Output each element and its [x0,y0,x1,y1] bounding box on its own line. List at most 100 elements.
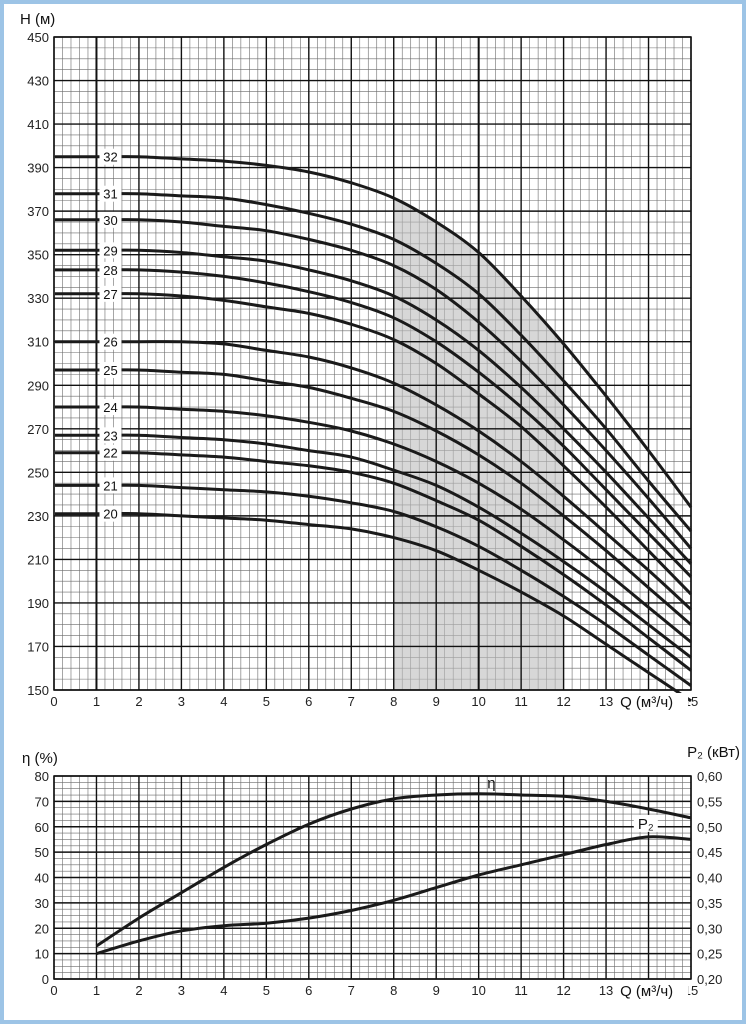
y-tick-label: 270 [27,422,49,437]
curve-power [96,835,692,956]
x-tick-label: 0 [50,983,57,998]
efficiency-curve-label: η [487,775,495,792]
y-tick-label: 450 [27,30,49,45]
x-axis-title: Q (м³/ч) [620,983,673,1000]
curve-label-bg [99,427,122,444]
y2-axis-title: P₂ (кВт) [687,744,740,761]
y-tick-label: 350 [27,248,49,263]
curve-label-bg [99,148,122,165]
y-tick-label: 230 [27,509,49,524]
head-curves-chart: 3231302928272625242322212015017019021023… [20,11,698,711]
curve-label-28: 28 [103,263,117,278]
x-tick-label: 10 [471,983,485,998]
x-tick-label: 7 [348,983,355,998]
y2-tick-label: 0,50 [697,820,722,835]
y-tick-label: 80 [35,769,49,784]
curve-label-bg [99,399,122,416]
head-curve-26 [54,340,693,611]
x-tick-label: 11 [514,983,528,998]
x-tick-label: 12 [556,694,570,709]
x-tick-label: 8 [390,694,397,709]
y-axis-title: η (%) [22,750,58,767]
y-tick-label: 330 [27,291,49,306]
curve-label-bg [99,444,122,461]
curve-label-bg [99,285,122,302]
plot-border [53,36,692,691]
x-tick-label: 13 [599,694,613,709]
x-tick-label: 4 [220,694,227,709]
y-tick-label: 250 [27,465,49,480]
x-tick-label: 1 [93,983,100,998]
y2-tick-label: 0,35 [697,896,722,911]
y-tick-label: 150 [27,683,49,698]
curve-label-bg [99,333,122,350]
x-tick-label: 5 [263,983,270,998]
x-tick-label: 0 [50,694,57,709]
x-tick-label: 5 [263,694,270,709]
x-tick-label: 2 [135,983,142,998]
curve-label-25: 25 [103,363,117,378]
head-curve-28 [55,268,693,578]
curve-label-bg [99,242,122,259]
y-tick-label: 210 [27,552,49,567]
efficiency-power-chart: ηP₂010203040506070800,200,250,300,350,40… [22,744,740,1000]
curve-efficiency [95,792,692,948]
curve-label-23: 23 [103,428,117,443]
y-axis-title: H (м) [20,11,55,28]
y2-tick-label: 0,40 [697,871,722,886]
power-curve-label: P₂ [638,816,654,833]
head-curve-24 [54,405,692,644]
head-curve-23 [54,433,692,659]
x-axis-title-bg [616,982,689,999]
x-tick-label: 13 [599,983,613,998]
plot-border [53,775,692,980]
x-tick-label: 7 [348,694,355,709]
curve-label-22: 22 [103,446,117,461]
curve-label-bg [99,505,122,522]
curve-label-bg [99,185,122,202]
y-tick-label: 10 [35,947,49,962]
curve-label-30: 30 [103,213,117,228]
y2-tick-label: 0,45 [697,845,722,860]
curve-label-20: 20 [103,507,117,522]
y-tick-label: 0 [42,972,49,987]
power-label-bg [633,814,658,832]
x-tick-label: 6 [305,983,312,998]
y-tick-label: 20 [35,921,49,936]
x-tick-label: 8 [390,983,397,998]
y-tick-label: 60 [35,820,49,835]
head-curve-30 [55,218,693,550]
y-tick-label: 310 [27,335,49,350]
curve-label-24: 24 [103,400,117,415]
head-curve-29 [55,248,693,565]
y2-tick-label: 0,60 [697,769,722,784]
x-tick-label: 10 [471,694,485,709]
x-tick-label: 3 [178,694,185,709]
y2-tick-label: 0,20 [697,972,722,987]
head-curve-32 [55,155,693,509]
curve-label-29: 29 [103,243,117,258]
y-tick-label: 170 [27,639,49,654]
y-tick-label: 30 [35,896,49,911]
x-tick-label: 4 [220,983,227,998]
curve-label-bg [99,362,122,379]
y-tick-label: 430 [27,74,49,89]
curve-label-27: 27 [103,287,117,302]
x-tick-label: 3 [178,983,185,998]
x-axis-title: Q (м³/ч) [620,694,673,711]
head-curve-20 [54,512,692,703]
x-tick-label: 12 [556,983,570,998]
curve-label-bg [99,477,122,494]
y-tick-label: 370 [27,204,49,219]
y-tick-label: 70 [35,794,49,809]
curve-label-bg [99,261,122,278]
head-curve-22 [55,451,692,672]
curve-label-bg [99,211,122,228]
head-curve-25 [54,368,692,626]
curve-label-26: 26 [103,335,117,350]
y-tick-label: 190 [27,596,49,611]
x-tick-label: 9 [433,694,440,709]
x-tick-label: 6 [305,694,312,709]
x-axis-title-bg [616,693,689,710]
